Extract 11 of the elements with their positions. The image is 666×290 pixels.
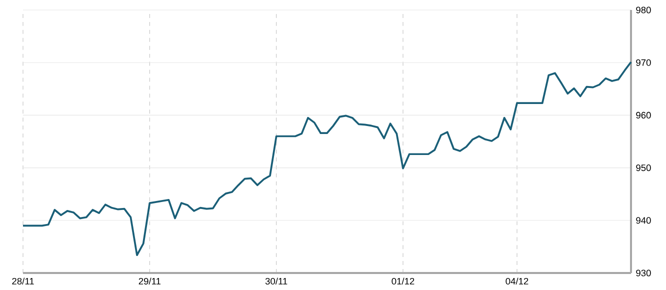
y-tick-label: 970 xyxy=(636,59,651,66)
x-tick-label: 29/11 xyxy=(138,278,160,285)
y-tick-label: 950 xyxy=(636,164,651,172)
y-tick-label: 940 xyxy=(636,217,651,224)
x-tick-label: 01/12 xyxy=(392,278,414,285)
y-tick-label: 980 xyxy=(636,6,651,14)
x-tick-label: 04/12 xyxy=(506,278,528,285)
y-tick-label: 960 xyxy=(636,112,651,118)
x-tick-label: 28/11 xyxy=(12,278,34,285)
x-tick-label: 30/11 xyxy=(265,278,288,285)
y-tick-label: 930 xyxy=(636,270,651,276)
